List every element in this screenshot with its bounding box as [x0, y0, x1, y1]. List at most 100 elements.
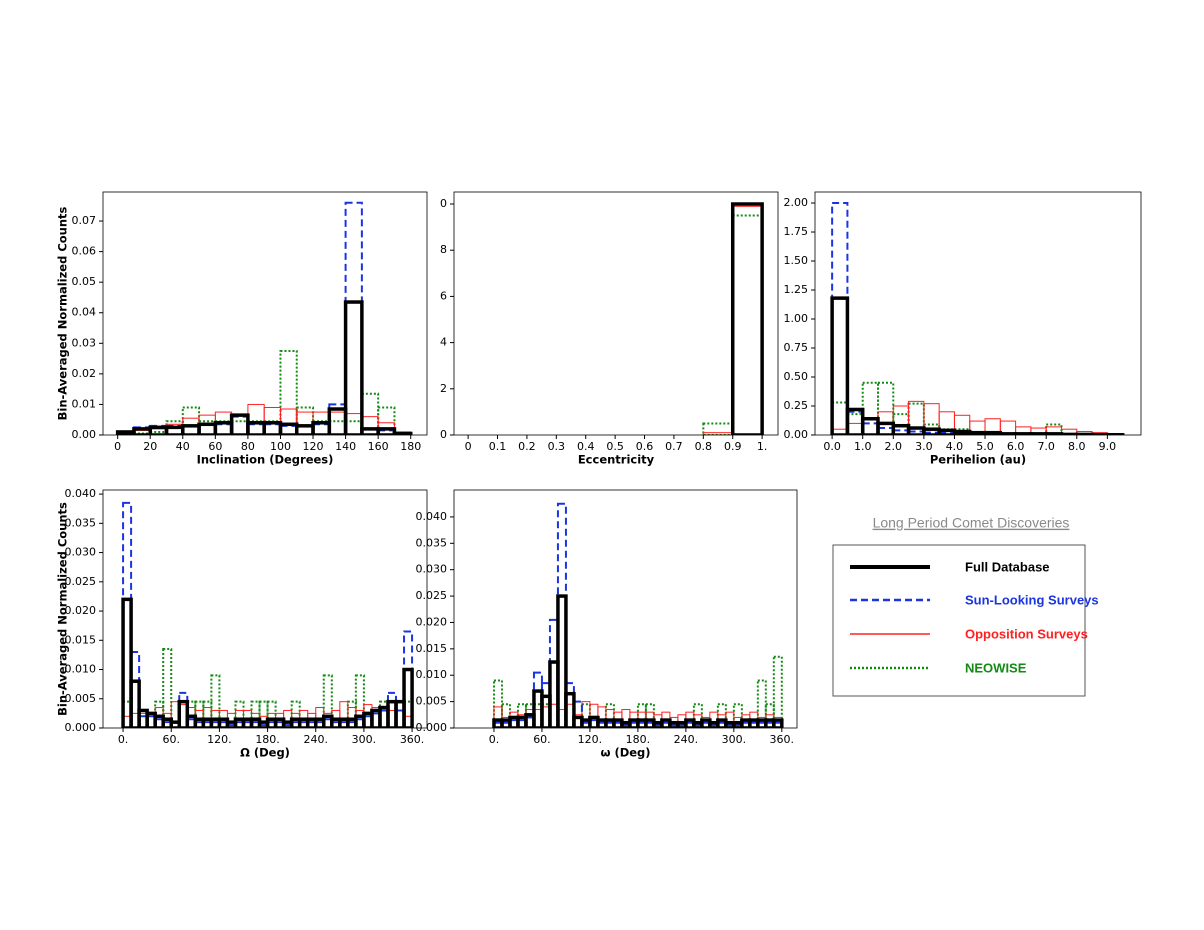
- x-tick-label: 0.9: [724, 440, 742, 453]
- x-tick-label: 0.2: [518, 440, 536, 453]
- bar: [226, 724, 237, 728]
- y-tick-label: 4: [440, 336, 447, 349]
- y-tick-label: 0.01: [72, 397, 97, 410]
- plot-area: [830, 202, 1125, 435]
- y-tick-label: 1.75: [784, 225, 809, 238]
- plot-area: [702, 202, 764, 435]
- y-tick-label: 0.07: [72, 214, 97, 227]
- bar: [360, 427, 380, 435]
- bar: [121, 597, 133, 728]
- axes-frame: [102, 191, 428, 436]
- bar: [282, 724, 293, 728]
- bar: [164, 425, 185, 435]
- legend-box: [832, 544, 1086, 697]
- bar: [247, 403, 265, 435]
- y-tick-label: 0.00: [784, 428, 809, 441]
- bar: [328, 420, 347, 435]
- bar: [831, 401, 849, 435]
- y-tick-label: 0.06: [72, 245, 97, 258]
- y-tick-label: 0.50: [784, 370, 809, 383]
- bar: [731, 214, 764, 435]
- y-tick-label: 1.50: [784, 254, 809, 267]
- legend-label: Full Database: [965, 559, 1050, 574]
- bar: [344, 201, 363, 435]
- bar: [115, 430, 136, 435]
- axes-frame: [814, 191, 1142, 436]
- y-tick-label: 0.25: [784, 399, 809, 412]
- x-tick-label: 40: [176, 440, 190, 453]
- bar: [376, 427, 397, 435]
- x-tick-label: 8.0: [1068, 440, 1086, 453]
- x-tick-label: 360.: [770, 733, 795, 746]
- bar: [702, 422, 734, 435]
- y-tick-label: 0.025: [65, 575, 97, 588]
- bar: [861, 381, 879, 435]
- bar: [343, 300, 364, 435]
- y-tick-label: 0.040: [416, 510, 448, 523]
- bar: [361, 416, 379, 435]
- y-tick-label: 0.015: [65, 633, 97, 646]
- x-tick-label: 180: [400, 440, 421, 453]
- plot-area: [492, 502, 784, 728]
- axes-frame: [453, 191, 779, 436]
- y-tick-label: 0.030: [65, 546, 97, 559]
- y-tick-label: 0.035: [65, 516, 97, 529]
- x-tick-label: 0: [114, 440, 121, 453]
- x-tick-label: 240.: [674, 733, 699, 746]
- x-tick-label: 0: [465, 440, 472, 453]
- bar: [210, 674, 221, 728]
- x-axis-label: Inclination (Degrees): [197, 453, 334, 467]
- bar: [731, 203, 764, 435]
- bar: [278, 422, 299, 435]
- bar: [181, 424, 201, 435]
- bar: [345, 413, 363, 435]
- x-tick-label: 140: [335, 440, 356, 453]
- axes-frame: [102, 489, 428, 729]
- x-tick-label: 160: [368, 440, 389, 453]
- bar: [296, 411, 314, 435]
- bar: [181, 406, 201, 435]
- y-axis-label: Bin-Averaged Normalized Counts: [56, 206, 70, 420]
- bar: [860, 417, 880, 435]
- bar: [556, 594, 568, 728]
- x-axis-label: Perihelion (au): [930, 453, 1026, 467]
- bar: [344, 420, 363, 435]
- bar: [730, 202, 764, 435]
- y-tick-label: 1.25: [784, 283, 809, 296]
- y-tick-label: 8: [440, 243, 447, 256]
- y-tick-label: 0.75: [784, 341, 809, 354]
- y-tick-label: 0.030: [416, 563, 448, 576]
- x-tick-label: 0.6: [636, 440, 654, 453]
- bar: [230, 420, 249, 435]
- bar: [772, 718, 784, 728]
- y-tick-label: 0: [440, 197, 447, 210]
- y-tick-label: 0.005: [65, 692, 97, 705]
- bar: [328, 411, 347, 435]
- legend-label: Opposition Surveys: [965, 626, 1088, 641]
- y-tick-label: 0.00: [72, 428, 97, 441]
- legend-label: Sun-Looking Surveys: [965, 592, 1099, 607]
- x-tick-label: 60: [208, 440, 222, 453]
- bar: [322, 674, 333, 728]
- x-tick-label: 0.3: [548, 440, 566, 453]
- y-tick-label: 0.020: [416, 615, 448, 628]
- bar: [830, 296, 850, 435]
- x-tick-label: 0.: [489, 733, 500, 746]
- bar: [258, 724, 269, 728]
- x-tick-label: 60.: [162, 733, 180, 746]
- bar: [876, 421, 896, 435]
- bar: [230, 415, 249, 435]
- bar: [354, 674, 365, 728]
- x-axis-label: ω (Deg): [600, 746, 650, 760]
- x-tick-label: 0.: [118, 733, 129, 746]
- y-tick-label: 0.025: [416, 589, 448, 602]
- bar: [952, 429, 972, 435]
- legend-title: Long Period Comet Discoveries: [873, 515, 1070, 531]
- y-tick-label: 0.03: [72, 336, 97, 349]
- y-tick-label: 0.035: [416, 536, 448, 549]
- y-tick-label: 0.05: [72, 275, 97, 288]
- y-tick-label: 0.000: [65, 721, 97, 734]
- x-tick-label: 7.0: [1037, 440, 1055, 453]
- x-tick-label: 0.7: [665, 440, 683, 453]
